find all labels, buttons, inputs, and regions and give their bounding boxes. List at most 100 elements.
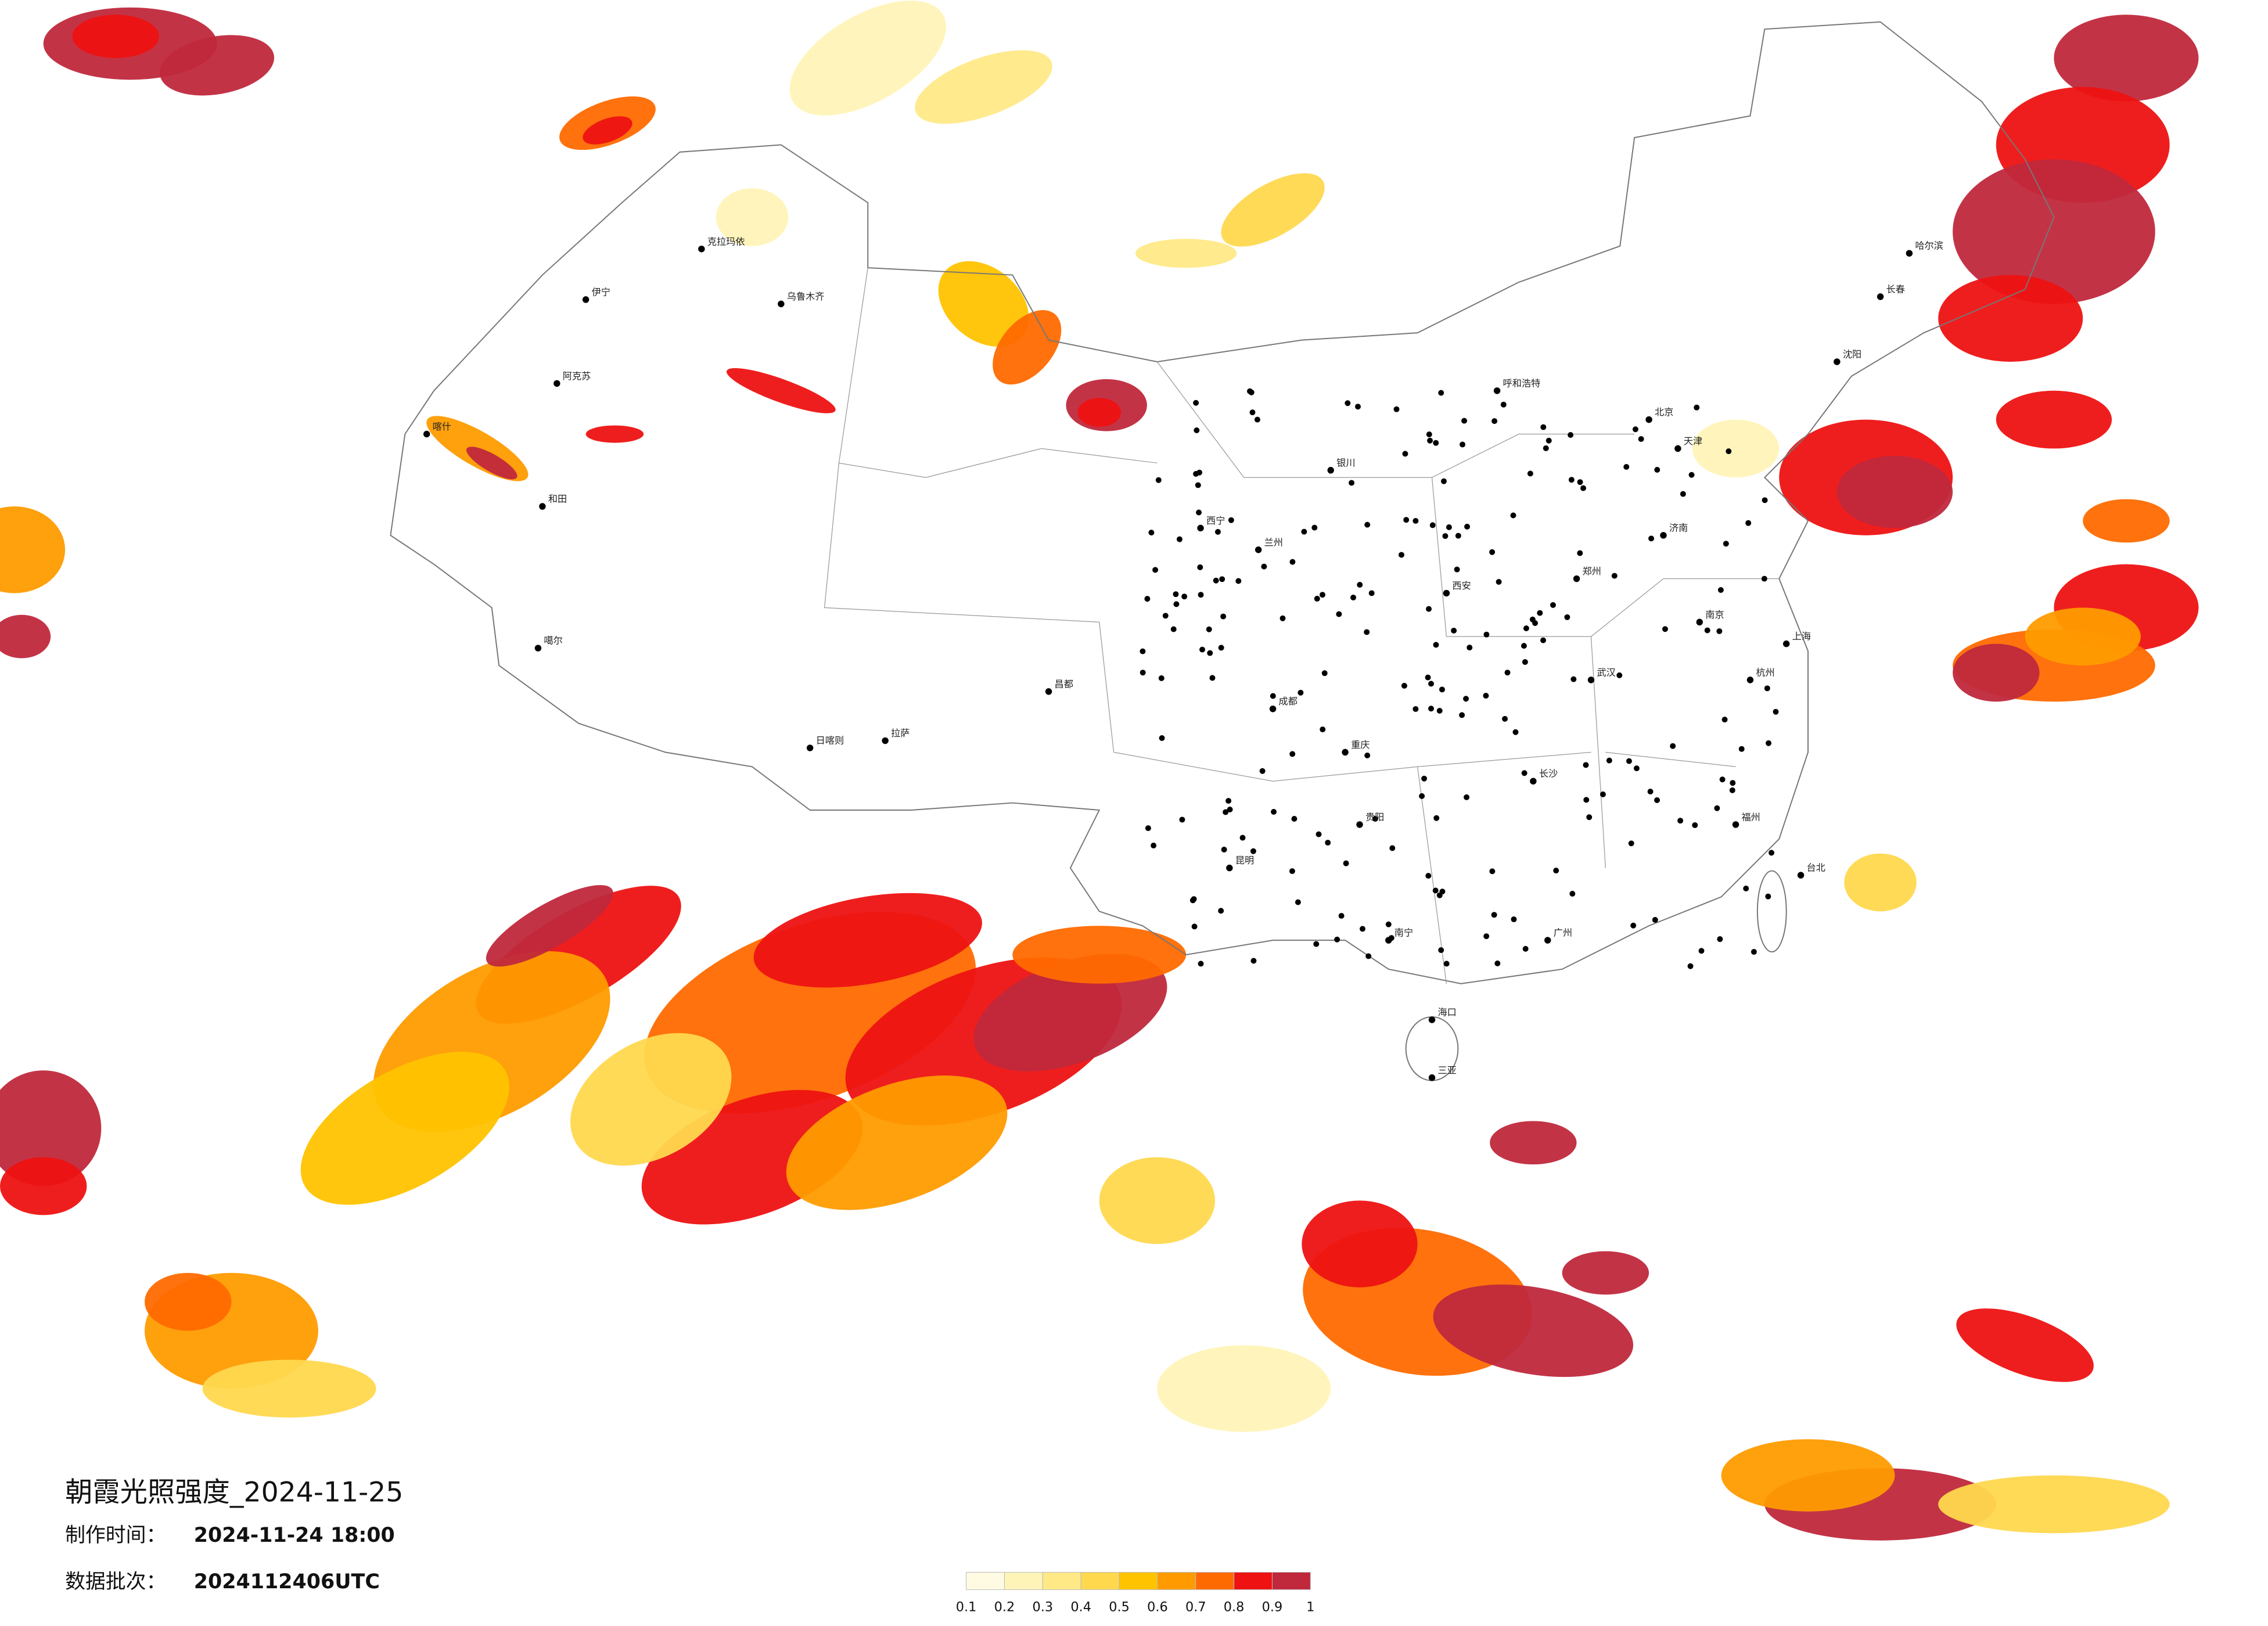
city-label: 乌鲁木齐 (787, 291, 825, 302)
city-dot (1762, 497, 1768, 503)
city-dot (1654, 467, 1660, 473)
intensity-patch (2025, 607, 2141, 665)
city-dot (1483, 631, 1490, 638)
city-dot (1248, 389, 1255, 395)
city-dot (1289, 559, 1296, 565)
intensity-patch (1956, 1308, 2094, 1382)
city-dot (1338, 913, 1345, 919)
legend-tick-label: 0.3 (1033, 1600, 1054, 1615)
intensity-patch (1562, 1251, 1649, 1295)
city-label: 武汉 (1597, 667, 1615, 678)
city-label: 长春 (1886, 283, 1905, 294)
city-dot (1198, 961, 1204, 967)
city-dot (1195, 482, 1201, 488)
intensity-patch (1490, 1121, 1577, 1165)
city-dot (582, 296, 590, 303)
city-dot (1906, 250, 1913, 257)
city-dot (1235, 578, 1242, 584)
city-dot (1364, 521, 1371, 528)
city-dot (1427, 437, 1433, 444)
legend-tick-label: 0.9 (1262, 1600, 1283, 1615)
city-dot (1327, 467, 1334, 474)
intensity-patch (0, 614, 51, 659)
city-dot (1193, 400, 1199, 406)
city-dot (1259, 768, 1266, 774)
city-dot (1349, 480, 1355, 486)
legend-tick-label: 0.6 (1147, 1600, 1168, 1615)
city-dot (1218, 645, 1224, 651)
city-dot (1209, 675, 1216, 681)
city-dot (1446, 524, 1452, 530)
intensity-patch (2054, 15, 2199, 102)
city-dot (1365, 953, 1372, 959)
city-dot (1219, 576, 1225, 582)
intensity-patch (1221, 173, 1325, 247)
city-label: 上海 (1792, 631, 1811, 642)
city-dot (1677, 818, 1684, 824)
city-dot (1717, 587, 1724, 593)
intensity-patch (1012, 926, 1187, 984)
city-dot (1223, 809, 1229, 815)
city-dot (1220, 613, 1227, 620)
city-dot (1454, 566, 1460, 573)
city-dot (1433, 440, 1439, 446)
city-label: 银川 (1336, 457, 1355, 468)
city-dot (1162, 613, 1169, 619)
intensity-patch (938, 261, 1029, 347)
city-dot (1199, 646, 1206, 653)
city-dot (539, 503, 546, 510)
city-dot (1355, 404, 1361, 410)
city-dot (1489, 549, 1496, 555)
city-dot (1611, 573, 1618, 579)
intensity-patch (1836, 455, 1953, 528)
city-dot (1385, 921, 1392, 927)
legend-swatch (1234, 1571, 1273, 1590)
city-dot (1225, 798, 1232, 804)
intensity-patch (1938, 275, 2083, 362)
city-dot (1311, 524, 1318, 531)
city-dot (1522, 659, 1528, 665)
city-dot (1698, 948, 1705, 954)
city-label: 昌都 (1055, 678, 1073, 689)
city-dot (1144, 596, 1151, 602)
intensity-patch (1692, 419, 1780, 478)
city-dot (1489, 868, 1496, 875)
city-dot (1544, 937, 1551, 944)
title: 朝霞光照强度_2024-11-25 (65, 1476, 403, 1508)
city-dot (1255, 546, 1262, 553)
city-dot (1402, 451, 1408, 457)
city-dot (1364, 629, 1370, 635)
city-dot (1467, 645, 1473, 651)
city-dot (1568, 432, 1574, 438)
city-dot (1587, 677, 1595, 684)
city-dot (1419, 793, 1425, 799)
city-dot (1580, 485, 1587, 491)
city-dot (1440, 478, 1447, 484)
city-dot (1500, 401, 1507, 408)
city-dot (1443, 961, 1450, 967)
city-dot (1522, 945, 1529, 952)
intensity-patch (1844, 853, 1917, 912)
legend-swatch (1042, 1571, 1081, 1590)
city-dot (1196, 509, 1202, 516)
city-dot (1628, 840, 1634, 847)
city-dot (1493, 387, 1501, 394)
intensity-patch (1077, 398, 1122, 427)
city-dot (1254, 416, 1260, 423)
intensity-patch (466, 447, 517, 480)
city-dot (1743, 886, 1749, 891)
city-dot (1334, 936, 1340, 942)
city-dot (1647, 789, 1654, 795)
city-dot (1336, 611, 1342, 617)
city-dot (1766, 740, 1772, 746)
city-dot (1295, 899, 1301, 905)
intensity-patch (486, 885, 613, 967)
intensity-patch (2083, 499, 2170, 543)
city-dot (1239, 834, 1246, 841)
city-dot (1399, 552, 1404, 558)
city-dot (1511, 916, 1517, 923)
city-dot (1797, 872, 1805, 879)
intensity-patch (786, 1075, 1008, 1210)
